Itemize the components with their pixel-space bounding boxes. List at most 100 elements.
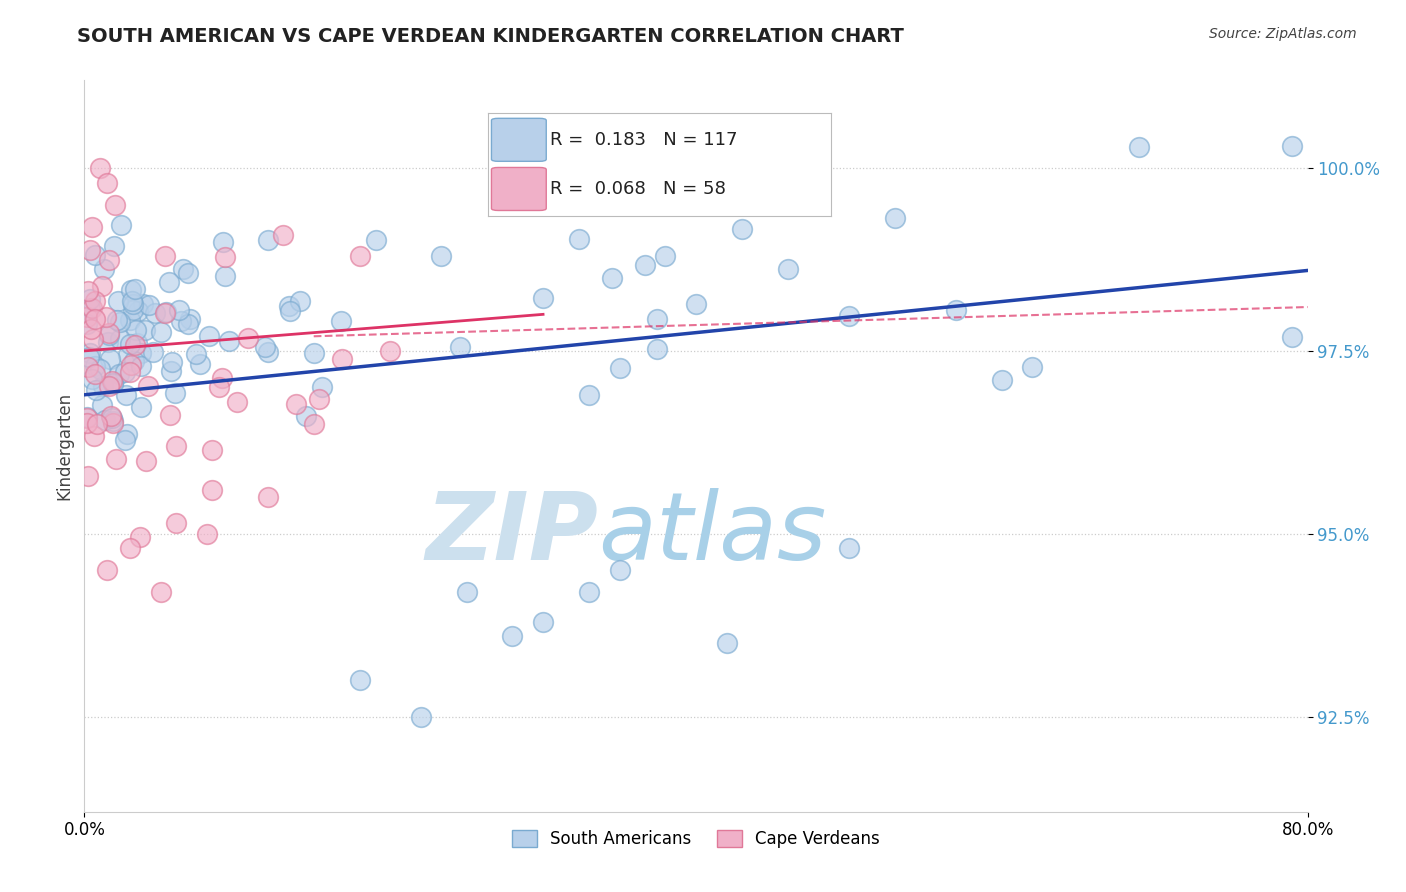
Point: [108, 367, 131, 381]
Point: [257, 490, 280, 504]
Point: [654, 249, 676, 263]
Point: [153, 249, 176, 263]
Point: [83, 429, 105, 443]
Point: [366, 233, 388, 247]
Point: [80, 301, 103, 315]
Point: [349, 249, 371, 263]
Point: [103, 239, 125, 253]
Point: [218, 334, 240, 348]
Point: [98, 327, 121, 342]
Point: [100, 411, 122, 425]
Point: [1281, 139, 1303, 153]
Point: [94, 413, 117, 427]
Point: [278, 299, 301, 313]
Point: [330, 351, 353, 366]
Point: [159, 408, 181, 422]
Point: [645, 342, 668, 356]
Point: [120, 313, 142, 327]
Point: [1281, 330, 1303, 344]
Point: [257, 345, 280, 359]
Point: [430, 249, 453, 263]
Point: [76, 317, 98, 331]
Point: [165, 386, 187, 401]
Point: [198, 328, 221, 343]
Point: [105, 451, 128, 466]
Point: [188, 357, 211, 371]
Point: [236, 331, 259, 345]
Point: [634, 259, 657, 273]
Point: [108, 315, 131, 329]
Point: [136, 379, 159, 393]
Point: [991, 373, 1014, 387]
Text: atlas: atlas: [598, 488, 827, 579]
Point: [122, 296, 145, 310]
Point: [90, 398, 112, 412]
Point: [76, 411, 98, 425]
Point: [609, 360, 631, 375]
Point: [177, 266, 200, 280]
Point: [97, 335, 120, 350]
Point: [127, 335, 149, 350]
Point: [108, 332, 131, 346]
Point: [176, 317, 198, 331]
Point: [134, 323, 156, 337]
Point: [776, 262, 799, 277]
Point: [129, 346, 152, 360]
Point: [201, 483, 224, 497]
Point: [256, 233, 278, 247]
Point: [115, 426, 138, 441]
Point: [295, 409, 318, 424]
Point: [135, 453, 157, 467]
Point: [114, 433, 136, 447]
Point: [609, 563, 631, 577]
Point: [89, 362, 111, 376]
Point: [838, 309, 860, 323]
Point: [94, 310, 117, 324]
Point: [90, 279, 112, 293]
Point: [155, 304, 177, 318]
Point: [531, 615, 554, 629]
Point: [107, 293, 129, 308]
Point: [101, 374, 124, 388]
Point: [120, 541, 142, 556]
Point: [84, 383, 107, 397]
Point: [302, 417, 325, 431]
Point: [105, 312, 128, 326]
Point: [308, 392, 330, 406]
Point: [79, 292, 101, 306]
Point: [214, 250, 236, 264]
Point: [129, 400, 152, 414]
Point: [76, 310, 98, 324]
Point: [101, 416, 124, 430]
Point: [531, 291, 554, 305]
Point: [1021, 360, 1043, 375]
Point: [153, 306, 176, 320]
Point: [124, 282, 146, 296]
Point: [945, 302, 967, 317]
Point: [409, 709, 432, 723]
Point: [226, 395, 249, 409]
Point: [149, 585, 172, 599]
Point: [121, 303, 143, 318]
Point: [731, 221, 754, 235]
Point: [101, 414, 124, 428]
Point: [129, 359, 152, 373]
Point: [91, 379, 114, 393]
Point: [883, 211, 905, 226]
Point: [716, 636, 738, 650]
Point: [201, 443, 224, 458]
Point: [129, 530, 152, 544]
Point: [110, 218, 132, 232]
Point: [165, 439, 187, 453]
Point: [89, 161, 111, 175]
Point: [80, 321, 103, 335]
Point: [143, 306, 166, 320]
Point: [86, 417, 108, 431]
Point: [96, 563, 118, 577]
Point: [165, 516, 187, 531]
Point: [125, 323, 148, 337]
Point: [121, 293, 143, 308]
Point: [685, 297, 707, 311]
Point: [120, 283, 142, 297]
Point: [79, 244, 101, 258]
